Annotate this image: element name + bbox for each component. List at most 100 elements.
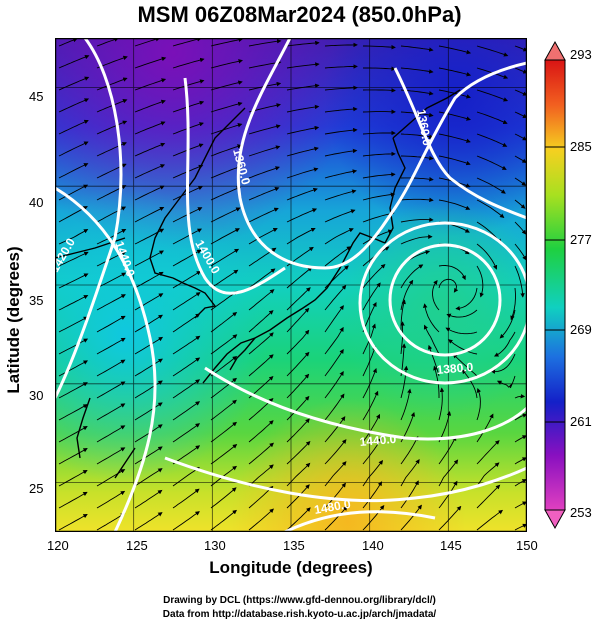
wind-streamline	[400, 197, 434, 203]
wind-streamline	[134, 142, 166, 157]
x-tick-label: 125	[126, 538, 148, 553]
wind-streamline	[514, 45, 527, 52]
wind-streamline	[438, 459, 459, 487]
colorbar-label: 269	[570, 322, 592, 337]
wind-streamline	[172, 38, 202, 47]
wind-streamline	[476, 265, 484, 298]
wind-streamline	[210, 421, 238, 443]
wind-streamline	[134, 78, 167, 91]
wind-streamline	[96, 251, 127, 267]
wind-streamline	[58, 448, 88, 465]
contour-1480	[284, 510, 436, 532]
wind-streamline	[286, 373, 310, 399]
contour-1360b	[393, 67, 527, 220]
wind-streamline	[362, 481, 383, 509]
wind-streamline	[362, 368, 377, 399]
wind-streamline	[58, 360, 88, 377]
wind-streamline	[324, 348, 344, 377]
wind-streamline	[210, 334, 238, 355]
wind-streamline	[58, 273, 89, 289]
wind-streamline	[324, 326, 344, 355]
wind-streamline	[58, 469, 88, 487]
wind-streamline	[96, 38, 119, 47]
wind-streamline	[286, 507, 311, 531]
wind-streamline	[58, 98, 90, 113]
wind-streamline	[514, 133, 527, 141]
wind-streamline	[423, 324, 440, 355]
wind-streamline	[96, 228, 127, 245]
wind-streamline	[134, 402, 163, 421]
wind-streamline	[58, 513, 88, 531]
wind-streamline	[400, 133, 434, 139]
wind-streamline	[286, 40, 320, 47]
wind-streamline	[514, 394, 526, 399]
contour-1380	[204, 366, 527, 441]
wind-streamline	[96, 469, 126, 487]
map-frame	[55, 38, 527, 532]
wind-streamline	[476, 111, 508, 124]
colorbar-label: 261	[570, 414, 592, 429]
wind-streamline	[438, 199, 471, 210]
y-tick-label: 30	[29, 388, 44, 403]
wind-streamline	[96, 513, 126, 531]
temperature-map: 1420.0 1440.0 1400.0 1360.0 1360.0 1380.…	[55, 38, 527, 532]
wind-streamline	[362, 263, 386, 289]
wind-streamline	[210, 101, 243, 113]
x-tick-label: 130	[204, 538, 226, 553]
x-tick-label: 140	[362, 538, 384, 553]
wind-streamline	[248, 145, 281, 157]
wind-streamline	[172, 313, 201, 333]
wind-streamline	[210, 186, 242, 201]
wind-streamline	[134, 489, 163, 509]
wind-streamline	[134, 293, 164, 311]
wind-streamline	[362, 437, 383, 465]
wind-streamline	[96, 294, 126, 311]
colorbar-label: 293	[570, 47, 592, 62]
wind-streamline	[476, 155, 507, 170]
wind-streamline	[286, 266, 313, 289]
wind-streamline	[476, 133, 508, 147]
wind-streamline	[58, 491, 88, 509]
wind-streamline	[286, 208, 318, 223]
wind-streamline	[438, 265, 466, 281]
wind-streamline	[286, 167, 319, 179]
wind-streamline	[362, 88, 396, 93]
wind-streamline	[476, 509, 504, 531]
wind-streamline	[324, 505, 348, 531]
wind-streamline	[400, 264, 424, 289]
wind-streamline	[476, 177, 506, 194]
wind-streamline	[96, 381, 126, 399]
wind-streamline	[286, 418, 310, 443]
wind-streamline	[362, 151, 396, 157]
wind-streamline	[134, 446, 163, 465]
wind-streamline	[324, 371, 344, 399]
wind-streamline	[172, 511, 200, 531]
wind-streamline	[248, 442, 274, 465]
wind-streamline	[400, 217, 434, 223]
wind-streamline	[286, 146, 319, 157]
wind-streamline	[286, 287, 311, 311]
wind-streamline	[400, 365, 409, 399]
wind-streamline	[476, 413, 494, 443]
wind-streamline	[210, 165, 242, 179]
wind-streamline	[172, 423, 201, 443]
wind-streamline	[134, 336, 164, 355]
wind-streamline	[248, 166, 280, 179]
wind-streamline	[445, 327, 478, 335]
wind-streamline	[286, 395, 310, 421]
wind-streamline	[58, 163, 89, 179]
wind-streamline	[248, 124, 281, 135]
wind-streamline	[96, 337, 126, 355]
wind-streamlines	[58, 38, 527, 531]
wind-streamline	[134, 380, 163, 399]
wind-streamline	[286, 307, 310, 333]
wind-streamline	[96, 142, 127, 157]
wind-streamline	[248, 268, 276, 289]
wind-streamline	[248, 332, 274, 355]
contour-1440	[55, 186, 157, 532]
wind-streamline	[438, 480, 458, 509]
wind-streamline	[514, 265, 525, 298]
wind-streamline	[476, 243, 498, 270]
wind-streamline	[134, 164, 166, 179]
wind-streamline	[400, 480, 419, 509]
